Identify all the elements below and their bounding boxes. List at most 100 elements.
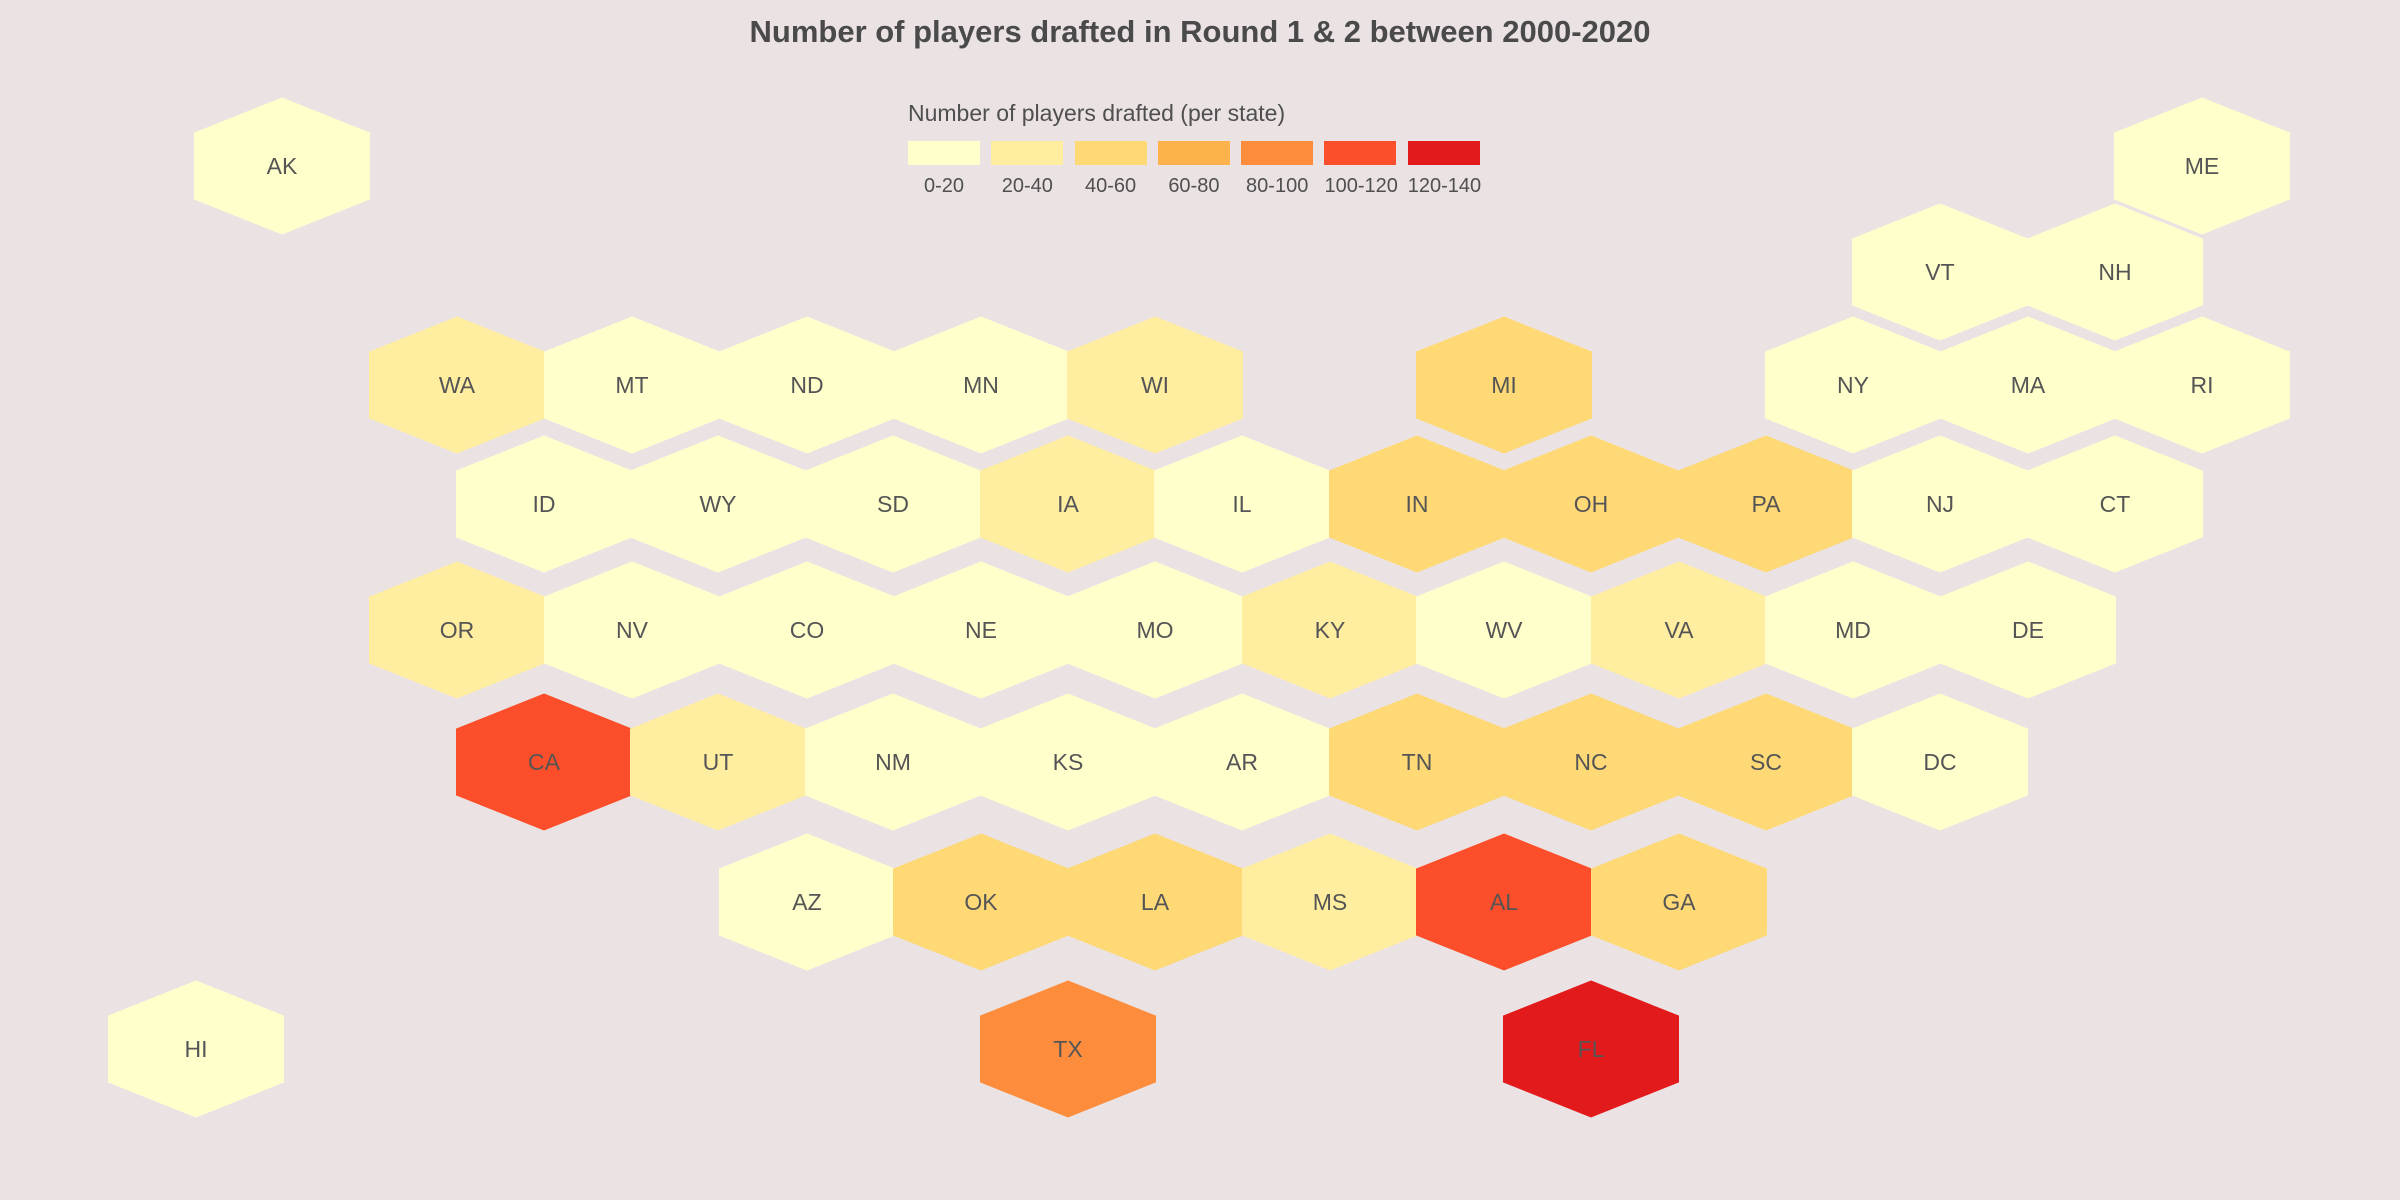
state-label: CT	[2100, 491, 2131, 517]
state-hex-shape	[1591, 833, 1767, 971]
state-label: UT	[703, 749, 734, 775]
state-label: MS	[1313, 889, 1348, 915]
legend-swatch	[991, 141, 1064, 165]
state-hex-shape	[980, 980, 1156, 1118]
state-hex-ny: NY	[1765, 316, 1941, 454]
state-hex-wv: WV	[1416, 561, 1592, 699]
legend-item: 60-80	[1157, 141, 1230, 198]
legend-item: 40-60	[1074, 141, 1147, 198]
state-label: NH	[2098, 259, 2131, 285]
state-hex-id: ID	[456, 435, 632, 573]
state-hex-shape	[2027, 435, 2203, 573]
state-hex-nd: ND	[719, 316, 895, 454]
state-label: PA	[1752, 491, 1782, 517]
state-label: WV	[1485, 617, 1523, 643]
state-hex-la: LA	[1067, 833, 1243, 971]
state-hex-in: IN	[1329, 435, 1505, 573]
state-label: KY	[1315, 617, 1346, 643]
state-hex-va: VA	[1591, 561, 1767, 699]
state-hex-mn: MN	[893, 316, 1069, 454]
state-hex-ne: NE	[893, 561, 1069, 699]
state-label: TN	[1402, 749, 1433, 775]
state-hex-shape	[2114, 97, 2290, 235]
state-label: CA	[528, 749, 561, 775]
state-hex-shape	[2027, 203, 2203, 341]
state-hex-tn: TN	[1329, 693, 1505, 831]
legend-label: 120-140	[1407, 175, 1482, 197]
state-label: NV	[616, 617, 649, 643]
state-label: IL	[1232, 491, 1251, 517]
map-title: Number of players drafted in Round 1 & 2…	[749, 14, 1651, 49]
state-hex-nm: NM	[805, 693, 981, 831]
state-hex-mo: MO	[1067, 561, 1243, 699]
legend-swatch	[1074, 141, 1147, 165]
state-hex-shape	[1416, 316, 1592, 454]
state-hex-tx: TX	[980, 980, 1156, 1118]
state-hex-wa: WA	[369, 316, 545, 454]
state-hex-ct: CT	[2027, 435, 2203, 573]
state-label: RI	[2191, 372, 2214, 398]
state-label: NC	[1574, 749, 1607, 775]
legend-swatches: 0-20 20-40 40-60 60-80 80-100 100-120 12…	[908, 141, 1482, 198]
state-label: DC	[1923, 749, 1956, 775]
legend-swatch	[1407, 141, 1480, 165]
state-label: WY	[699, 491, 736, 517]
state-hex-shape	[2114, 316, 2290, 454]
state-hex-wi: WI	[1067, 316, 1243, 454]
state-hex-dc: DC	[1852, 693, 2028, 831]
state-hex-sd: SD	[805, 435, 981, 573]
state-label: MI	[1491, 372, 1517, 398]
state-label: DE	[2012, 617, 2044, 643]
state-label: WI	[1141, 372, 1169, 398]
state-hex-wy: WY	[630, 435, 806, 573]
state-hex-co: CO	[719, 561, 895, 699]
state-label: SC	[1750, 749, 1782, 775]
legend-title: Number of players drafted (per state)	[908, 100, 1286, 126]
state-hex-mt: MT	[544, 316, 720, 454]
state-label: AR	[1226, 749, 1258, 775]
state-label: MD	[1835, 617, 1871, 643]
state-label: KS	[1053, 749, 1084, 775]
state-label: OR	[440, 617, 475, 643]
state-label: AL	[1490, 889, 1518, 915]
legend-item: 80-100	[1241, 141, 1314, 198]
state-hex-al: AL	[1416, 833, 1592, 971]
state-label: AZ	[792, 889, 821, 915]
legend-swatch	[1157, 141, 1230, 165]
state-label: VT	[1925, 259, 1954, 285]
legend-item: 0-20	[908, 141, 980, 198]
legend-label: 40-60	[1085, 175, 1137, 197]
state-hex-vt: VT	[1852, 203, 2028, 341]
state-label: FL	[1578, 1036, 1605, 1062]
state-label: IN	[1406, 491, 1429, 517]
state-label: NJ	[1926, 491, 1954, 517]
state-hex-shape	[1852, 693, 2028, 831]
legend-label: 20-40	[1001, 175, 1053, 197]
state-label: NM	[875, 749, 911, 775]
legend-label: 0-20	[923, 175, 965, 197]
state-label: CO	[790, 617, 825, 643]
state-hex-ri: RI	[2114, 316, 2290, 454]
state-hex-shape	[108, 980, 284, 1118]
legend-swatch	[1324, 141, 1397, 165]
state-hex-ky: KY	[1242, 561, 1418, 699]
state-label: ME	[2185, 153, 2220, 179]
state-label: MO	[1136, 617, 1173, 643]
state-label: SD	[877, 491, 909, 517]
state-hex-oh: OH	[1503, 435, 1679, 573]
state-hex-nj: NJ	[1852, 435, 2028, 573]
state-hex-pa: PA	[1678, 435, 1854, 573]
state-hex-nv: NV	[544, 561, 720, 699]
state-label: HI	[185, 1036, 208, 1062]
state-hex-ok: OK	[893, 833, 1069, 971]
legend-label: 80-100	[1246, 175, 1309, 197]
legend-item: 100-120	[1324, 141, 1398, 198]
state-hex-me: ME	[2114, 97, 2290, 235]
state-hex-il: IL	[1154, 435, 1330, 573]
state-hex-nh: NH	[2027, 203, 2203, 341]
state-label: NY	[1837, 372, 1869, 398]
state-label: AK	[267, 153, 298, 179]
state-hex-shape	[1940, 561, 2116, 699]
state-label: OH	[1574, 491, 1609, 517]
